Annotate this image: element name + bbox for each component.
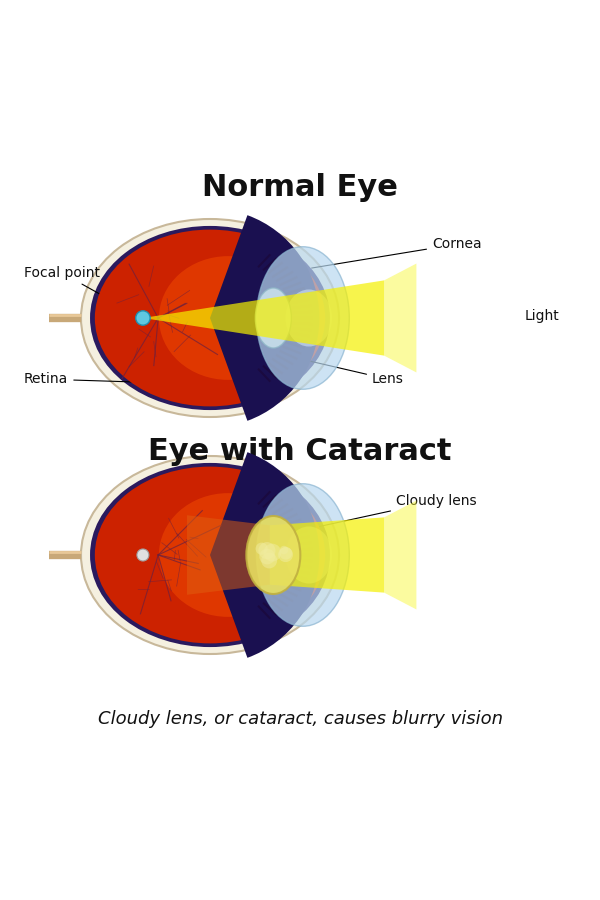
Ellipse shape	[159, 493, 297, 616]
Ellipse shape	[159, 256, 297, 380]
Circle shape	[136, 310, 150, 325]
Ellipse shape	[256, 288, 292, 348]
Ellipse shape	[95, 230, 325, 407]
Ellipse shape	[90, 226, 330, 410]
Circle shape	[259, 549, 275, 564]
Circle shape	[280, 547, 292, 560]
Text: Normal Eye: Normal Eye	[202, 174, 398, 203]
Text: Cloudy lens, or cataract, causes blurry vision: Cloudy lens, or cataract, causes blurry …	[97, 710, 503, 728]
Polygon shape	[187, 515, 270, 595]
Ellipse shape	[90, 463, 330, 647]
Ellipse shape	[256, 247, 349, 390]
Circle shape	[137, 549, 149, 561]
Wedge shape	[210, 215, 319, 421]
Ellipse shape	[81, 219, 339, 417]
Text: Retina: Retina	[24, 373, 144, 386]
Ellipse shape	[286, 526, 332, 583]
Circle shape	[278, 547, 293, 562]
Ellipse shape	[95, 466, 325, 644]
Text: Eye with Cataract: Eye with Cataract	[148, 437, 452, 466]
Ellipse shape	[81, 456, 339, 654]
Polygon shape	[143, 281, 384, 356]
Polygon shape	[270, 518, 384, 592]
Text: Cornea: Cornea	[311, 238, 482, 268]
Ellipse shape	[256, 483, 349, 626]
Text: Light: Light	[525, 309, 560, 322]
Circle shape	[259, 542, 275, 559]
Text: Focal point: Focal point	[24, 266, 140, 317]
Polygon shape	[384, 500, 416, 609]
Circle shape	[256, 543, 268, 555]
Circle shape	[280, 545, 288, 554]
Circle shape	[263, 544, 281, 562]
Ellipse shape	[247, 516, 301, 594]
Text: Cloudy lens: Cloudy lens	[282, 494, 476, 535]
Text: Lens: Lens	[276, 354, 404, 386]
Ellipse shape	[286, 290, 332, 346]
Polygon shape	[384, 264, 416, 373]
Wedge shape	[210, 452, 319, 658]
Circle shape	[261, 553, 277, 569]
